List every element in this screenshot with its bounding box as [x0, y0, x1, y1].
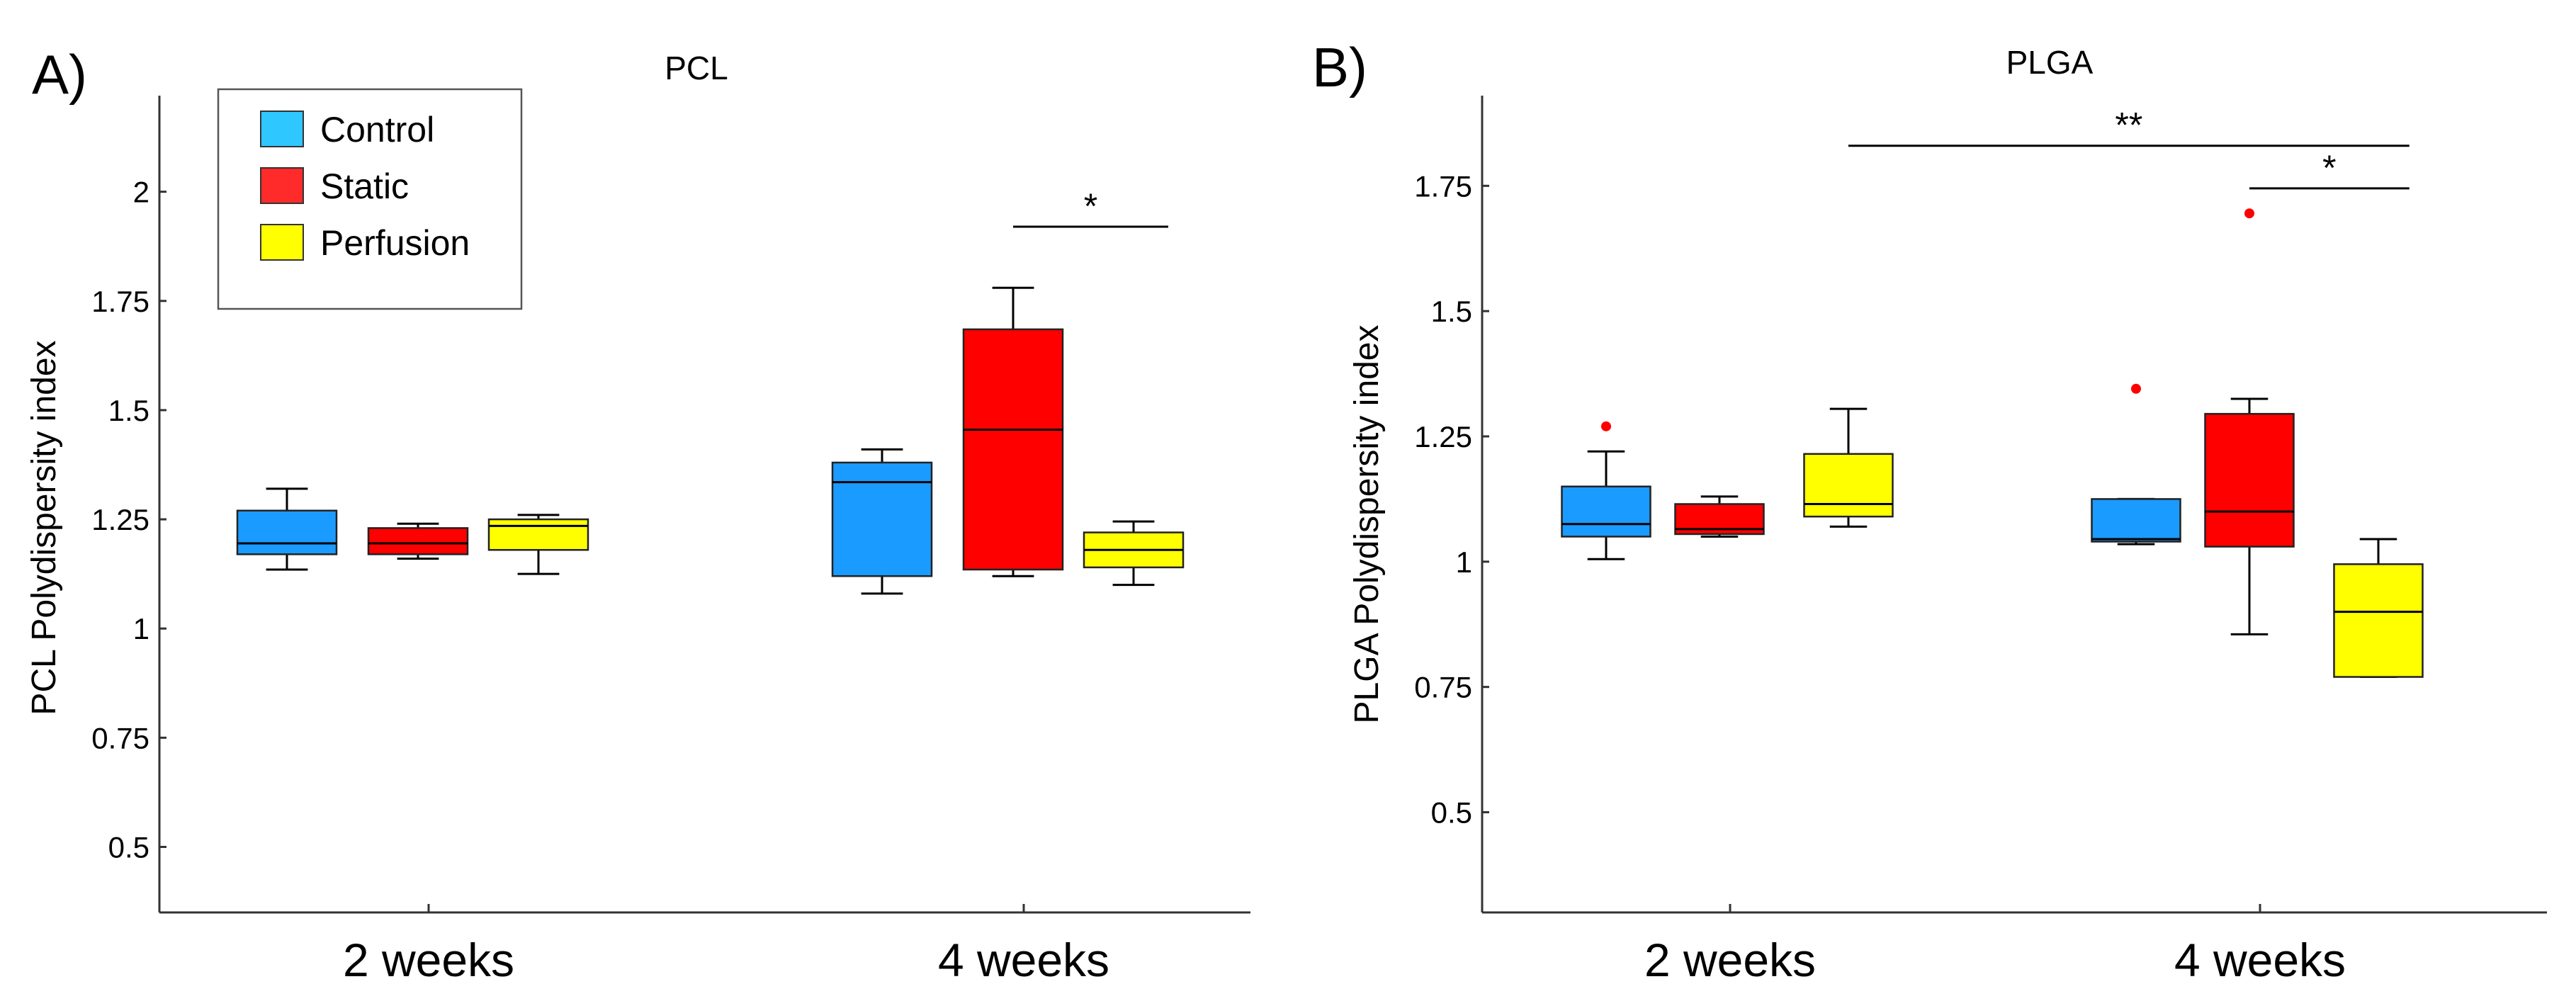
panel-a-label: A) — [32, 43, 87, 106]
panel-b-static-2-weeks-box-group — [1674, 495, 1765, 538]
panel-b-static-4-weeks-outlier — [2244, 208, 2254, 219]
legend-item-control: Control — [260, 110, 434, 149]
panel-a-control-4-weeks-box — [831, 461, 933, 577]
panel-a-static-4-weeks-box — [962, 328, 1064, 571]
legend-label-perfusion: Perfusion — [320, 223, 470, 263]
panel-b-y-tick-label: 1.75 — [1414, 169, 1472, 203]
panel-b-significance-label-0: ** — [2115, 106, 2142, 145]
panel-a-control-2-weeks-box-group — [236, 487, 338, 571]
panel-b-significance-label-1: * — [2322, 148, 2336, 188]
panel-b-control-2-weeks-outlier — [1601, 421, 1611, 431]
panel-a-perfusion-2-weeks-box-group — [487, 514, 589, 575]
panel-a-y-tick-label: 0.75 — [91, 721, 149, 754]
panel-a-y-tick-label: 2 — [133, 176, 149, 209]
panel-b-label: B) — [1312, 36, 1367, 98]
panel-b-significance: *** — [1848, 106, 2410, 190]
panel-a-y-tick-label: 1 — [133, 612, 149, 645]
panel-a-static-4-weeks-box-group — [962, 286, 1064, 577]
legend-item-perfusion: Perfusion — [260, 223, 470, 263]
panel-b-perfusion-4-weeks-box — [2333, 563, 2424, 678]
panel-a-perfusion-2-weeks-box — [487, 518, 589, 551]
panel-a-y-tick-label: 1.25 — [91, 503, 149, 536]
legend: Control Static Perfusion — [217, 88, 523, 310]
legend-swatch-perfusion — [260, 224, 304, 261]
panel-a-boxes — [236, 286, 1185, 595]
panel-b: B) PLGA PLGA Polydispersity index 0.5 0.7… — [1312, 36, 2547, 986]
legend-swatch-static — [260, 167, 304, 204]
panel-a-significance: * — [1013, 186, 1168, 228]
panel-a-y-tick-label: 0.5 — [108, 831, 149, 864]
panel-a-static-2-weeks-box-group — [367, 522, 469, 560]
legend-label-control: Control — [320, 110, 434, 149]
panel-a-y-tick-label: 1.5 — [108, 394, 149, 427]
panel-b-control-2-weeks-box-group — [1561, 421, 1651, 560]
legend-item-static: Static — [260, 166, 409, 206]
panel-b-control-2-weeks-box — [1561, 485, 1651, 538]
panel-a-x-tick-label-2-weeks: 2 weeks — [343, 934, 514, 986]
panel-b-y-ticks: 0.5 0.75 1 1.25 1.5 1.75 — [1414, 169, 1489, 830]
panel-b-static-4-weeks-box — [2204, 412, 2295, 548]
panel-b-x-tick-label-2-weeks: 2 weeks — [1644, 934, 1816, 986]
panel-a-control-2-weeks-box — [236, 509, 338, 555]
panel-b-boxes — [1561, 208, 2424, 679]
panel-a-significance-label-0: * — [1084, 186, 1097, 226]
panel-a-x-tick-label-4-weeks: 4 weeks — [938, 934, 1109, 986]
panel-a-y-axis-label: PCL Polydispersity index — [26, 340, 63, 715]
panel-a-static-2-weeks-box — [367, 527, 469, 555]
panel-b-y-tick-label: 1.5 — [1431, 295, 1472, 328]
panel-a: A) PCL PCL Polydispersity index 0.5 0.75 1… — [26, 43, 1250, 986]
panel-b-title: PLGA — [2006, 44, 2094, 81]
panel-b-control-4-weeks-box — [2091, 498, 2181, 543]
panel-b-static-4-weeks-box-group — [2204, 208, 2295, 635]
panel-b-y-tick-label: 1 — [1456, 545, 1472, 579]
panel-b-y-tick-label: 1.25 — [1414, 420, 1472, 453]
panel-b-perfusion-4-weeks-box-group — [2333, 538, 2424, 679]
legend-label-static: Static — [320, 166, 409, 206]
panel-a-x-ticks: 2 weeks 4 weeks — [343, 904, 1109, 986]
panel-b-perfusion-2-weeks-box-group — [1803, 407, 1894, 528]
panel-a-title: PCL — [665, 50, 728, 86]
panel-a-y-tick-label: 1.75 — [91, 285, 149, 318]
panel-b-perfusion-2-weeks-box — [1803, 453, 1894, 518]
panel-b-control-4-weeks-box-group — [2091, 383, 2181, 545]
panel-b-y-tick-label: 0.75 — [1414, 671, 1472, 704]
panel-b-axes — [1481, 96, 2547, 914]
panel-a-perfusion-4-weeks-box-group — [1083, 520, 1185, 587]
panel-a-control-4-weeks-box-group — [831, 448, 933, 595]
legend-swatch-control — [260, 111, 304, 147]
panel-b-y-axis-label: PLGA Polydispersity index — [1348, 325, 1386, 724]
panel-b-x-tick-label-4-weeks: 4 weeks — [2174, 934, 2346, 986]
panel-a-axes — [158, 96, 1250, 914]
panel-a-y-ticks: 0.5 0.75 1 1.25 1.5 1.75 2 — [91, 176, 166, 864]
panel-b-y-tick-label: 0.5 — [1431, 796, 1472, 830]
panel-b-control-4-weeks-outlier — [2131, 383, 2141, 394]
panel-b-x-ticks: 2 weeks 4 weeks — [1644, 904, 2346, 986]
